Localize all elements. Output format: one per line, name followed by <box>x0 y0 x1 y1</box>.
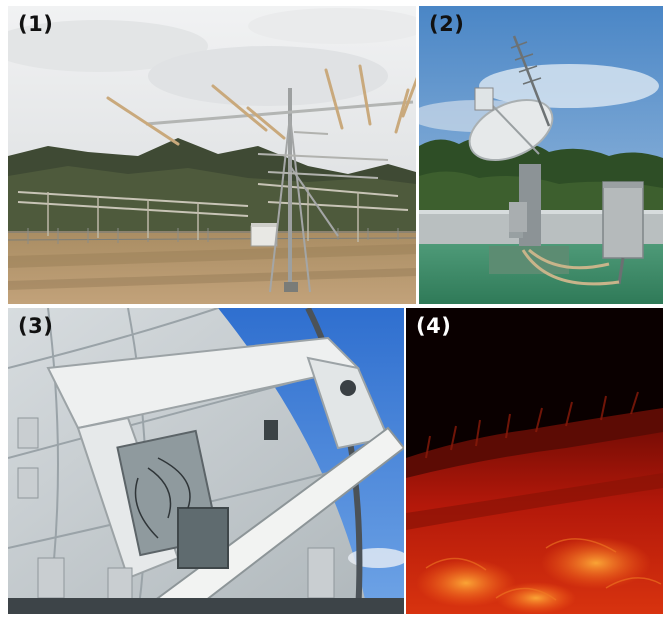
panel-solar-image: (4) <box>406 308 663 614</box>
panel-telescope-dome: (3) <box>8 308 404 614</box>
panel-label: (2) <box>429 12 465 36</box>
solar-limb-image <box>406 308 663 614</box>
dish-antenna-photo <box>419 6 663 304</box>
antenna-array-photo <box>8 6 416 304</box>
panel-label: (3) <box>18 314 54 338</box>
panel-dish-antenna: (2) <box>419 6 663 304</box>
panel-label: (4) <box>416 314 452 338</box>
panel-antenna-array: (1) <box>8 6 416 304</box>
panel-label: (1) <box>18 12 54 36</box>
telescope-dome-photo <box>8 308 404 614</box>
